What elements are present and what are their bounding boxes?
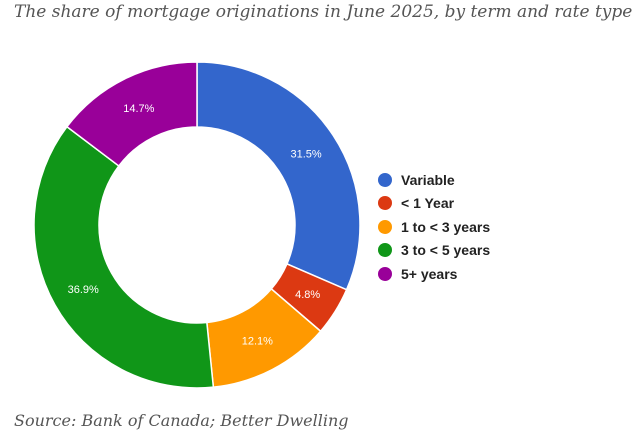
legend-swatch-3-to-5-years — [378, 243, 392, 258]
slice-label-3-to-5-years: 36.9% — [68, 284, 99, 296]
legend-swatch-variable — [378, 172, 392, 187]
legend-item-5-plus-years: 5+ years — [378, 262, 490, 286]
slice-5-plus-years — [65, 61, 198, 167]
legend-swatch-under-1-year — [378, 196, 392, 211]
slice-label-5-plus-years: 14.7% — [123, 103, 154, 115]
chart-title: The share of mortgage originations in Ju… — [14, 2, 633, 22]
chart-source: Source: Bank of Canada; Better Dwelling — [14, 411, 349, 430]
legend-label-5-plus-years: 5+ years — [401, 265, 458, 282]
slice-label-under-1-year: 4.8% — [295, 289, 320, 301]
chart-legend: Variable < 1 Year 1 to < 3 years 3 to < … — [378, 168, 490, 286]
slice-3-to-5-years — [33, 125, 215, 389]
slice-label-1-to-3-years: 12.1% — [242, 336, 273, 348]
legend-label-1-to-3-years: 1 to < 3 years — [401, 218, 491, 235]
legend-swatch-5-plus-years — [378, 266, 392, 281]
slice-variable — [196, 61, 361, 291]
legend-item-under-1-year: < 1 Year — [378, 192, 490, 216]
slice-label-variable: 31.5% — [290, 148, 321, 160]
legend-item-1-to-3-years: 1 to < 3 years — [378, 215, 490, 239]
legend-item-3-to-5-years: 3 to < 5 years — [378, 239, 490, 263]
legend-swatch-1-to-3-years — [378, 219, 392, 234]
legend-item-variable: Variable — [378, 168, 490, 192]
legend-label-under-1-year: < 1 Year — [401, 195, 455, 212]
legend-label-variable: Variable — [401, 171, 455, 188]
legend-label-3-to-5-years: 3 to < 5 years — [401, 242, 491, 259]
